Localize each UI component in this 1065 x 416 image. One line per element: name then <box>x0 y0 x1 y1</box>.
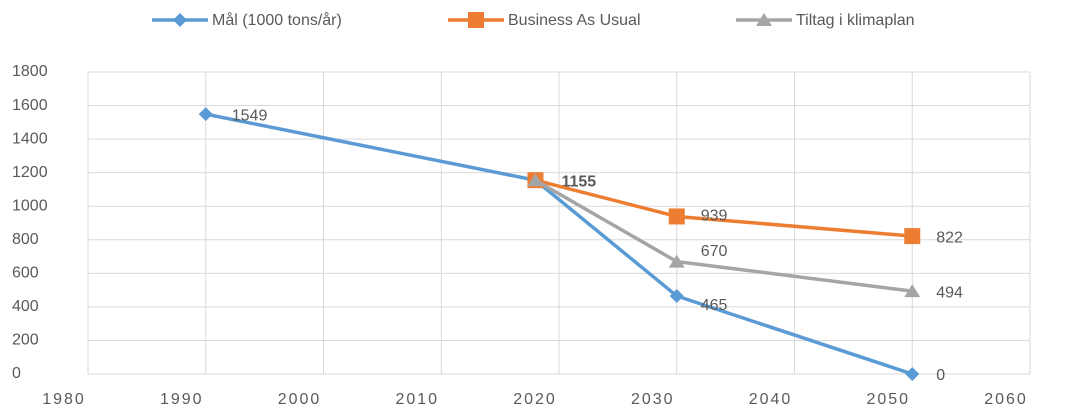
legend-label: Business As Usual <box>508 12 641 29</box>
y-tick-label: 1600 <box>12 97 48 114</box>
data-label: 0 <box>936 367 945 384</box>
y-tick-label: 400 <box>12 298 39 315</box>
x-tick-label: 2020 <box>513 391 557 408</box>
x-tick-label: 2000 <box>278 391 322 408</box>
x-tick-label: 1990 <box>160 391 204 408</box>
y-tick-label: 1400 <box>12 130 48 147</box>
y-tick-label: 1000 <box>12 197 48 214</box>
series-line <box>205 112 913 376</box>
data-label: 1549 <box>232 107 268 124</box>
x-tick-label: 2060 <box>984 391 1028 408</box>
x-tick-label: 2050 <box>866 391 910 408</box>
y-tick-label: 600 <box>12 265 39 282</box>
marker <box>756 13 772 26</box>
marker <box>668 208 685 225</box>
marker <box>904 284 921 298</box>
data-label: 670 <box>701 243 728 260</box>
x-tick-label: 1980 <box>42 391 86 408</box>
legend-label: Mål (1000 tons/år) <box>212 11 342 29</box>
y-tick-label: 200 <box>12 332 39 349</box>
marker <box>904 228 921 245</box>
y-tick-label: 0 <box>12 365 21 382</box>
marker <box>527 173 544 187</box>
marker <box>468 12 484 28</box>
marker <box>198 107 213 122</box>
data-label: 822 <box>936 229 963 246</box>
legend-label: Tiltag i klimaplan <box>796 12 915 29</box>
marker <box>905 367 920 381</box>
marker <box>668 254 685 268</box>
x-tick-label: 2010 <box>395 391 439 408</box>
y-tick-label: 800 <box>12 231 39 248</box>
marker <box>669 288 684 303</box>
data-label: 1155 <box>561 173 596 190</box>
data-label: 939 <box>701 208 728 225</box>
y-tick-label: 1800 <box>12 63 48 80</box>
data-label: 465 <box>701 297 728 314</box>
legend: Mål (1000 tons/år) Business As Usual Tilta… <box>152 11 915 29</box>
series-line <box>534 178 913 293</box>
data-label: 494 <box>936 284 963 301</box>
x-tick-label: 2040 <box>749 391 793 408</box>
y-tick-label: 1200 <box>12 164 48 181</box>
marker <box>173 13 187 27</box>
x-tick-label: 2030 <box>631 391 675 408</box>
